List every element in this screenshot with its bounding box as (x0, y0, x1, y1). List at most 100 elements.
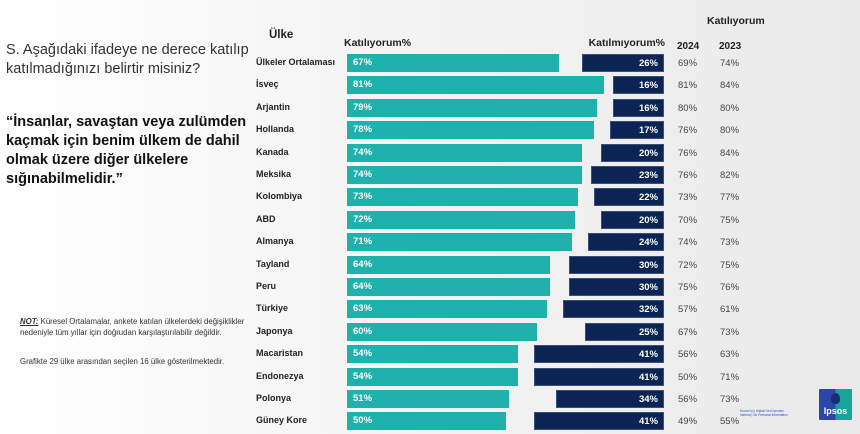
chart-row: Almanya 71% 24% 74% 73% (0, 233, 860, 252)
agree-bar: 51% (347, 390, 509, 408)
trend-2024-value: 70% (678, 214, 698, 226)
chart-row: Kanada 74% 20% 76% 84% (0, 143, 860, 162)
chart-row: Peru 64% 30% 75% 76% (0, 278, 860, 296)
agree-bar: 67% (347, 54, 560, 72)
trend-2024-value: 72% (678, 259, 698, 271)
agree-bar: 74% (347, 143, 582, 162)
trend-2023-value: 76% (720, 282, 740, 293)
country-label: Meksika (256, 169, 292, 179)
disagree-value-label: 41% (638, 416, 658, 428)
disagree-bar: 30% (568, 255, 664, 274)
disagree-bar: 32% (562, 300, 664, 319)
disagree-bar: 30% (568, 278, 664, 296)
disagree-bar: 23% (591, 166, 664, 184)
country-label: Tayland (256, 258, 290, 269)
ipsos-logo: Ipsos (819, 389, 852, 420)
agree-value-label: 60% (353, 325, 373, 337)
country-label: Kanada (256, 146, 289, 157)
agree-value-label: 64% (353, 258, 373, 270)
chart-row: Türkiye 63% 32% 57% 61% (0, 300, 860, 319)
agree-value-label: 63% (353, 303, 373, 315)
country-label: Arjantin (256, 101, 291, 112)
trend-2023-value: 74% (720, 58, 740, 69)
agree-value-label: 73% (353, 191, 373, 203)
trend-2023-value: 80% (720, 102, 740, 114)
agree-value-label: 64% (353, 281, 373, 292)
agree-value-label: 67% (353, 57, 373, 68)
disagree-bar: 34% (556, 390, 664, 408)
agree-bar: 73% (347, 188, 579, 207)
trend-2024-value: 49% (678, 416, 698, 428)
agree-value-label: 50% (353, 415, 373, 427)
agree-bar: 63% (347, 300, 547, 319)
trend-2024-value: 56% (678, 349, 698, 361)
disagree-value-label: 16% (638, 102, 658, 114)
disagree-value-label: 32% (638, 304, 658, 316)
disagree-value-label: 41% (638, 371, 658, 383)
disagree-value-label: 20% (638, 147, 658, 159)
agree-value-label: 54% (353, 370, 373, 382)
country-label: Kolombiya (256, 191, 303, 202)
country-label: Hollanda (256, 124, 295, 135)
agree-bar: 79% (347, 98, 598, 117)
agree-bar: 78% (347, 121, 595, 140)
agree-value-label: 72% (353, 213, 373, 225)
disagree-value-label: 22% (638, 192, 658, 204)
trend-2024-value: 80% (678, 102, 698, 114)
agree-bar: 74% (347, 166, 582, 184)
trend-2024-value: 76% (678, 147, 698, 159)
agree-bar: 81% (347, 76, 604, 95)
disagree-bar: 41% (534, 367, 664, 386)
chart-row: İsveç 81% 16% 81% 84% (0, 76, 860, 95)
footnote-label: NOT: (20, 317, 39, 326)
disagree-value-label: 25% (638, 326, 658, 338)
country-label: Güney Kore (256, 415, 308, 426)
country-label: Türkiye (256, 303, 289, 314)
disagree-bar: 41% (534, 345, 664, 364)
trend-2023-value: 75% (720, 214, 740, 226)
chart-row: ABD 72% 20% 70% 75% (0, 210, 860, 229)
chart-row: Ülkeler Ortalaması 67% 26% 69% 74% (0, 54, 860, 72)
disagree-bar: 16% (613, 98, 664, 117)
trend-2023-value: 63% (720, 349, 740, 361)
trend-2023-value: 77% (720, 192, 740, 204)
header-trend-group: Katılıyorum (707, 15, 765, 27)
chart-row: Arjantin 79% 16% 80% 80% (0, 98, 860, 117)
header-country: Ülke (269, 29, 294, 41)
disagree-bar: 16% (613, 76, 664, 95)
header-year-2023: 2023 (719, 41, 742, 52)
trend-2023-value: 55% (720, 416, 740, 428)
logo-head-icon (831, 393, 840, 404)
agree-value-label: 78% (353, 124, 373, 136)
footnote: NOT: Küresel Ortalamalar, ankete katılan… (20, 316, 250, 338)
sample-note: Grafikte 29 ülke arasından seçilen 16 ül… (20, 357, 225, 366)
disagree-bar: 26% (581, 54, 664, 72)
agree-value-label: 74% (353, 146, 373, 158)
trend-2023-value: 80% (720, 125, 740, 137)
trend-2024-value: 67% (678, 326, 698, 338)
country-label: Japonya (256, 325, 293, 336)
agree-value-label: 71% (353, 236, 373, 248)
country-label: İsveç (256, 79, 279, 90)
country-label: Peru (256, 281, 277, 291)
trend-2024-value: 69% (678, 58, 698, 69)
agree-value-label: 54% (353, 348, 373, 360)
trend-2024-value: 74% (678, 237, 698, 249)
statement-quote: “İnsanlar, savaştan veya zulümden kaçmak… (6, 114, 247, 187)
agree-bar: 64% (347, 278, 550, 296)
disagree-bar: 20% (600, 143, 664, 162)
chart-row: Hollanda 78% 17% 76% 80% (0, 121, 860, 140)
disagree-value-label: 17% (638, 125, 658, 137)
agree-bar: 72% (347, 210, 576, 229)
trend-2024-value: 76% (678, 170, 698, 181)
trend-2024-value: 76% (678, 125, 698, 137)
disagree-value-label: 26% (638, 58, 658, 69)
trend-2023-value: 84% (720, 147, 740, 159)
trend-2024-value: 75% (678, 282, 698, 293)
disagree-value-label: 34% (638, 394, 658, 405)
header-year-2024: 2024 (677, 41, 700, 52)
chart-row: Meksika 74% 23% 76% 82% (0, 166, 860, 184)
disagree-bar: 24% (587, 233, 664, 252)
trend-2023-value: 73% (720, 326, 740, 338)
footnote-text: Küresel Ortalamalar, ankete katılan ülke… (20, 317, 245, 337)
